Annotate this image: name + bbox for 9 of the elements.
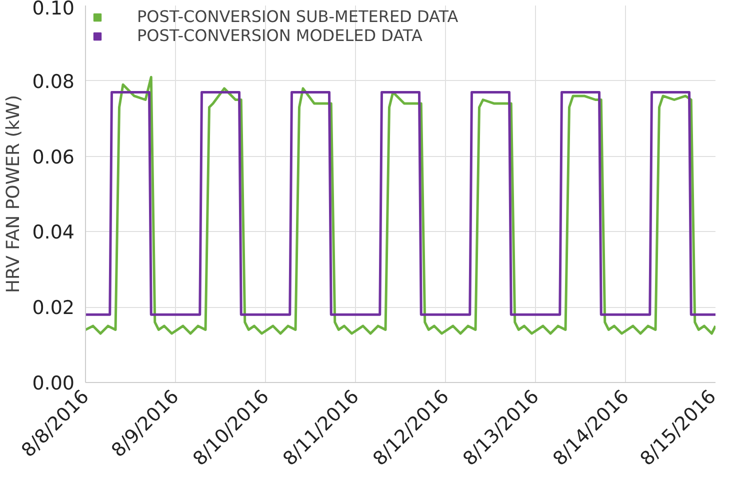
- legend-label: POST-CONVERSION MODELED DATA: [137, 26, 422, 45]
- y-tick-label: 0.00: [32, 372, 75, 394]
- y-tick-label: 0.08: [32, 70, 75, 93]
- y-tick-label: 0.04: [32, 222, 75, 244]
- y-tick-label: 0.10: [32, 0, 75, 20]
- legend-label: POST-CONVERSION SUB-METERED DATA: [137, 7, 458, 26]
- y-tick-label: 0.02: [32, 297, 75, 320]
- y-axis-title: HRV FAN POWER (kW): [3, 95, 24, 293]
- y-tick-label: 0.06: [32, 146, 75, 168]
